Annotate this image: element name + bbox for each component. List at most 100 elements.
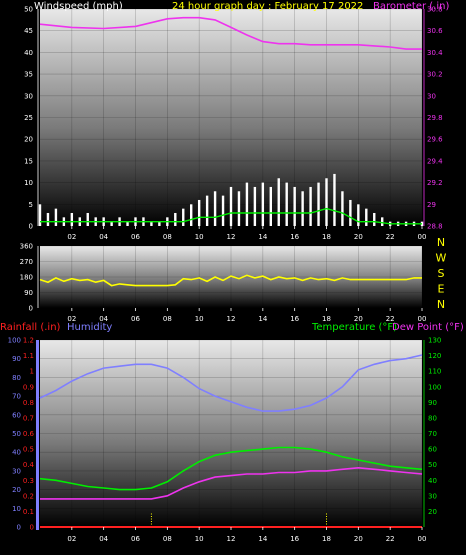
panel3-tick-labels: 010203040506070809010000.10.20.30.40.50.…: [8, 337, 442, 544]
temperature-tick-label: 60: [428, 446, 437, 454]
compass-label: S: [438, 267, 445, 280]
windspeed-tick-label: 50: [24, 6, 33, 14]
x-tick-label: 14: [258, 315, 267, 323]
humidity-tick-label: 100: [8, 337, 21, 345]
x-tick-label: 00: [418, 233, 427, 241]
rainfall-tick-label: 1: [30, 368, 34, 376]
x-tick-label: 14: [258, 535, 267, 543]
wind-average-line-group: [40, 207, 422, 225]
humidity-tick-label: 80: [12, 374, 21, 382]
barometer-tick-label: 30.4: [427, 49, 443, 57]
x-tick-label: 20: [354, 233, 363, 241]
temperature-tick-label: 120: [428, 352, 441, 360]
humidity-temperature-panel: 010203040506070809010000.10.20.30.40.50.…: [0, 322, 464, 543]
x-tick-label: 16: [290, 535, 299, 543]
rainfall-tick-label: 0.8: [23, 399, 34, 407]
windspeed-tick-label: 15: [24, 157, 33, 165]
compass-label: N: [437, 236, 445, 249]
barometer-tick-label: 30.6: [427, 27, 443, 35]
humidity-tick-label: 50: [12, 430, 21, 438]
dewpoint-axis-title: Dew Point (°F): [392, 322, 464, 333]
temperature-tick-label: 80: [428, 414, 437, 422]
temperature-tick-label: 130: [428, 337, 441, 345]
temperature-tick-label: 50: [428, 461, 437, 469]
temperature-tick-label: 70: [428, 430, 437, 438]
barometer-axis-title: Barometer (.in): [373, 1, 449, 12]
barometer-tick-label: 30.8: [427, 6, 443, 14]
x-tick-label: 16: [290, 315, 299, 323]
x-tick-label: 16: [290, 233, 299, 241]
x-tick-label: 10: [195, 535, 204, 543]
rainfall-tick-label: 0.2: [23, 492, 34, 500]
windspeed-tick-label: 20: [24, 136, 33, 144]
x-tick-label: 06: [131, 315, 140, 323]
x-tick-label: 12: [227, 233, 236, 241]
wind-direction-points: [39, 274, 422, 287]
humidity-tick-label: 60: [12, 411, 21, 419]
x-tick-label: 12: [227, 535, 236, 543]
x-tick-label: 08: [163, 315, 172, 323]
temperature-tick-label: 90: [428, 399, 437, 407]
temperature-axis-title: Temperature (°F): [311, 322, 397, 333]
compass-label: N: [437, 298, 445, 311]
temperature-tick-label: 100: [428, 383, 441, 391]
windspeed-tick-label: 35: [24, 71, 33, 79]
rainfall-tick-label: 0.4: [23, 461, 35, 469]
windspeed-tick-label: 10: [24, 179, 33, 187]
windspeed-axis-title: Windspeed (mph): [34, 1, 123, 12]
x-tick-label: 10: [195, 233, 204, 241]
rainfall-tick-label: 0.1: [23, 508, 34, 516]
humidity-axis-bar: [36, 340, 39, 530]
temperature-tick-label: 40: [428, 477, 437, 485]
panel1-tick-labels: 0 5 10 15 20 25 30 35 40 45 50 28.8 29 29.2 29.4 29.6 29…: [24, 6, 443, 242]
x-tick-label: 20: [354, 315, 363, 323]
x-tick-label: 18: [322, 535, 331, 543]
windspeed-tick-label: 25: [24, 114, 33, 122]
barometer-tick-label: 29.8: [427, 114, 443, 122]
x-tick-label: 22: [386, 315, 395, 323]
x-tick-label: 10: [195, 315, 204, 323]
x-tick-label: 18: [322, 233, 331, 241]
rainfall-tick-label: 0.7: [23, 414, 34, 422]
barometer-tick-label: 30: [427, 92, 436, 100]
humidity-tick-label: 70: [12, 393, 21, 401]
rainfall-tick-label: 0.6: [23, 430, 35, 438]
temperature-line: [39, 446, 423, 491]
rainfall-tick-label: 0.5: [23, 446, 34, 454]
x-tick-label: 04: [99, 535, 108, 543]
rainfall-tick-label: 1.1: [23, 352, 34, 360]
rainfall-tick-label: 0.9: [23, 383, 34, 391]
barometer-tick-label: 28.8: [427, 223, 443, 231]
humidity-tick-label: 20: [12, 486, 21, 494]
x-tick-label: 08: [163, 233, 172, 241]
windspeed-tick-label: 30: [24, 92, 33, 100]
temperature-tick-label: 110: [428, 368, 441, 376]
x-tick-label: 02: [67, 315, 76, 323]
humidity-tick-label: 90: [12, 355, 21, 363]
barometer-tick-label: 29.6: [427, 136, 443, 144]
panel3-background: [40, 340, 422, 527]
direction-tick-label: 360: [20, 243, 33, 251]
rainfall-axis-title: Rainfall (.in): [0, 322, 61, 333]
humidity-tick-label: 0: [17, 524, 21, 532]
windspeed-tick-label: 5: [29, 201, 33, 209]
x-tick-label: 12: [227, 315, 236, 323]
panel2-tick-labels: 0 90 180 270 360 02 04 06 08 10 12 14 16 18 20 22 00: [20, 243, 427, 324]
x-tick-label: 00: [418, 315, 427, 323]
x-tick-label: 02: [67, 233, 76, 241]
x-tick-label: 00: [418, 535, 427, 543]
x-tick-label: 14: [258, 233, 267, 241]
chart-title: 24 hour graph day : February 17 2022: [172, 1, 363, 12]
rainfall-tick-label: 1.2: [23, 337, 34, 345]
direction-tick-label: 180: [20, 274, 33, 282]
barometer-line: [39, 16, 422, 50]
wind-direction-line: [39, 274, 422, 287]
compass-label: E: [438, 283, 445, 296]
barometer-tick-label: 29: [427, 201, 436, 209]
humidity-tick-label: 40: [12, 449, 21, 457]
direction-tick-label: 270: [20, 258, 33, 266]
